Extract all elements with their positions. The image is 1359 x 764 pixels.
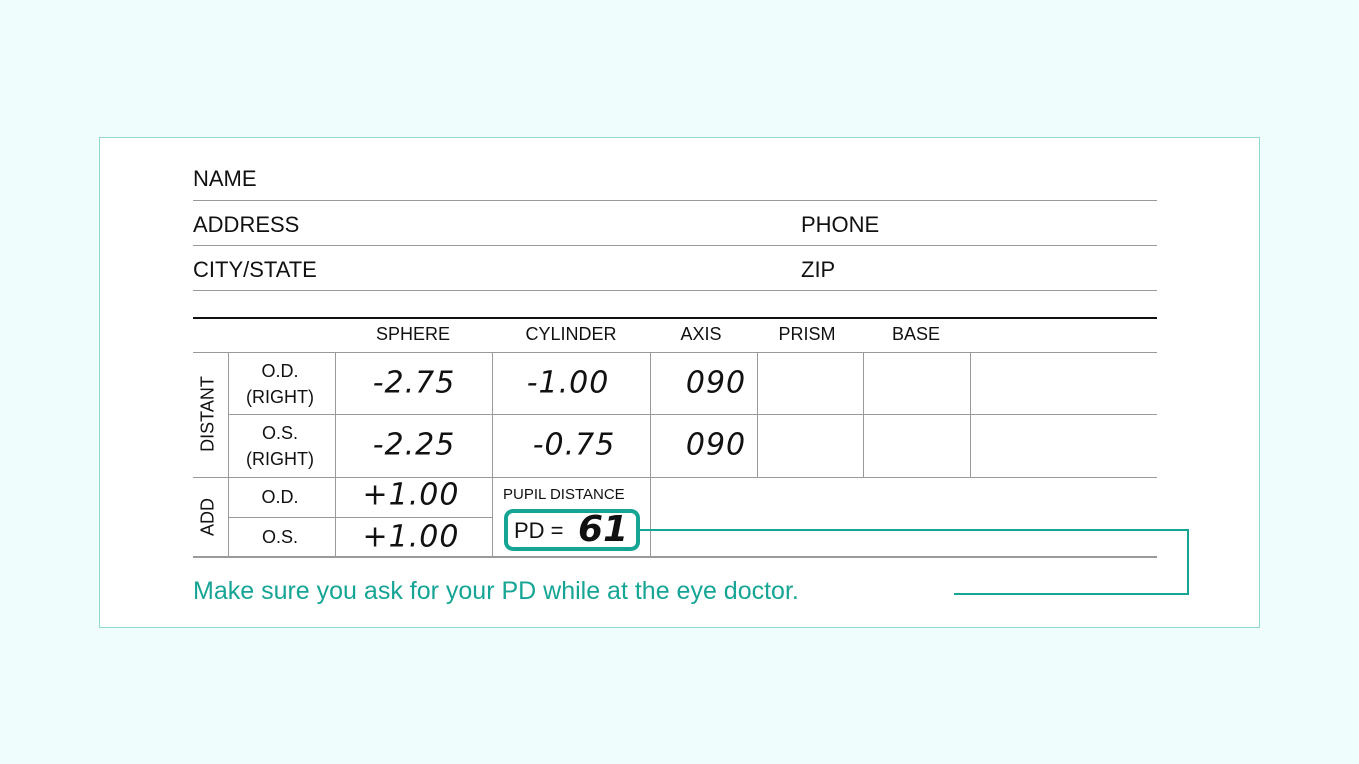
distant-os-axis: 090 bbox=[685, 427, 747, 463]
header-sphere: SPHERE bbox=[375, 324, 451, 344]
right-label: (RIGHT) bbox=[246, 387, 314, 407]
grid-line bbox=[228, 414, 1157, 415]
header-base: BASE bbox=[891, 324, 941, 344]
row-add-os-label: O.S. bbox=[261, 527, 299, 547]
pupil-distance-label: PUPIL DISTANCE bbox=[503, 486, 625, 503]
zip-label: ZIP bbox=[801, 257, 836, 282]
grid-line bbox=[193, 477, 1157, 478]
address-label: ADDRESS bbox=[193, 212, 300, 237]
grid-line bbox=[970, 352, 971, 477]
header-cylinder: CYLINDER bbox=[525, 324, 617, 344]
grid-line bbox=[650, 352, 651, 557]
table-top-rule bbox=[193, 317, 1157, 319]
pd-box: PD = 61 bbox=[504, 509, 640, 551]
grid-line bbox=[228, 517, 492, 518]
pd-prefix: PD = bbox=[514, 518, 564, 543]
grid-line bbox=[335, 352, 336, 557]
row-distant-os-label: O.S. (RIGHT) bbox=[246, 420, 314, 472]
os-label: O.S. bbox=[261, 423, 299, 443]
pd-value: 61 bbox=[578, 509, 629, 550]
address-line bbox=[193, 245, 1157, 246]
add-od-sphere: +1.00 bbox=[362, 477, 460, 513]
add-os-sphere: +1.00 bbox=[362, 519, 460, 555]
header-prism: PRISM bbox=[778, 324, 836, 344]
row-distant-od-label: O.D. (RIGHT) bbox=[246, 358, 314, 410]
distant-os-cylinder: -0.75 bbox=[532, 427, 616, 463]
group-add: ADD bbox=[197, 497, 218, 537]
grid-line bbox=[863, 352, 864, 477]
grid-line bbox=[757, 352, 758, 477]
connector-line bbox=[1187, 529, 1189, 595]
od-label: O.D. bbox=[261, 361, 299, 381]
name-label: NAME bbox=[193, 166, 257, 191]
grid-line bbox=[228, 352, 229, 557]
right-label: (RIGHT) bbox=[246, 449, 314, 469]
city-state-label: CITY/STATE bbox=[193, 257, 317, 282]
prescription-card bbox=[99, 137, 1260, 628]
connector-line bbox=[954, 593, 1189, 595]
grid-line bbox=[193, 556, 1157, 558]
distant-od-cylinder: -1.00 bbox=[526, 365, 610, 401]
pd-note: Make sure you ask for your PD while at t… bbox=[193, 577, 799, 605]
distant-od-sphere: -2.75 bbox=[372, 365, 456, 401]
distant-od-axis: 090 bbox=[685, 365, 747, 401]
phone-label: PHONE bbox=[801, 212, 880, 237]
distant-os-sphere: -2.25 bbox=[372, 427, 456, 463]
name-line bbox=[193, 200, 1157, 201]
row-add-od-label: O.D. bbox=[261, 487, 299, 507]
city-line bbox=[193, 290, 1157, 291]
grid-line bbox=[492, 352, 493, 557]
group-distant: DISTANT bbox=[197, 376, 218, 452]
header-axis: AXIS bbox=[680, 324, 722, 344]
grid-line bbox=[193, 352, 1157, 353]
connector-line bbox=[639, 529, 1189, 531]
